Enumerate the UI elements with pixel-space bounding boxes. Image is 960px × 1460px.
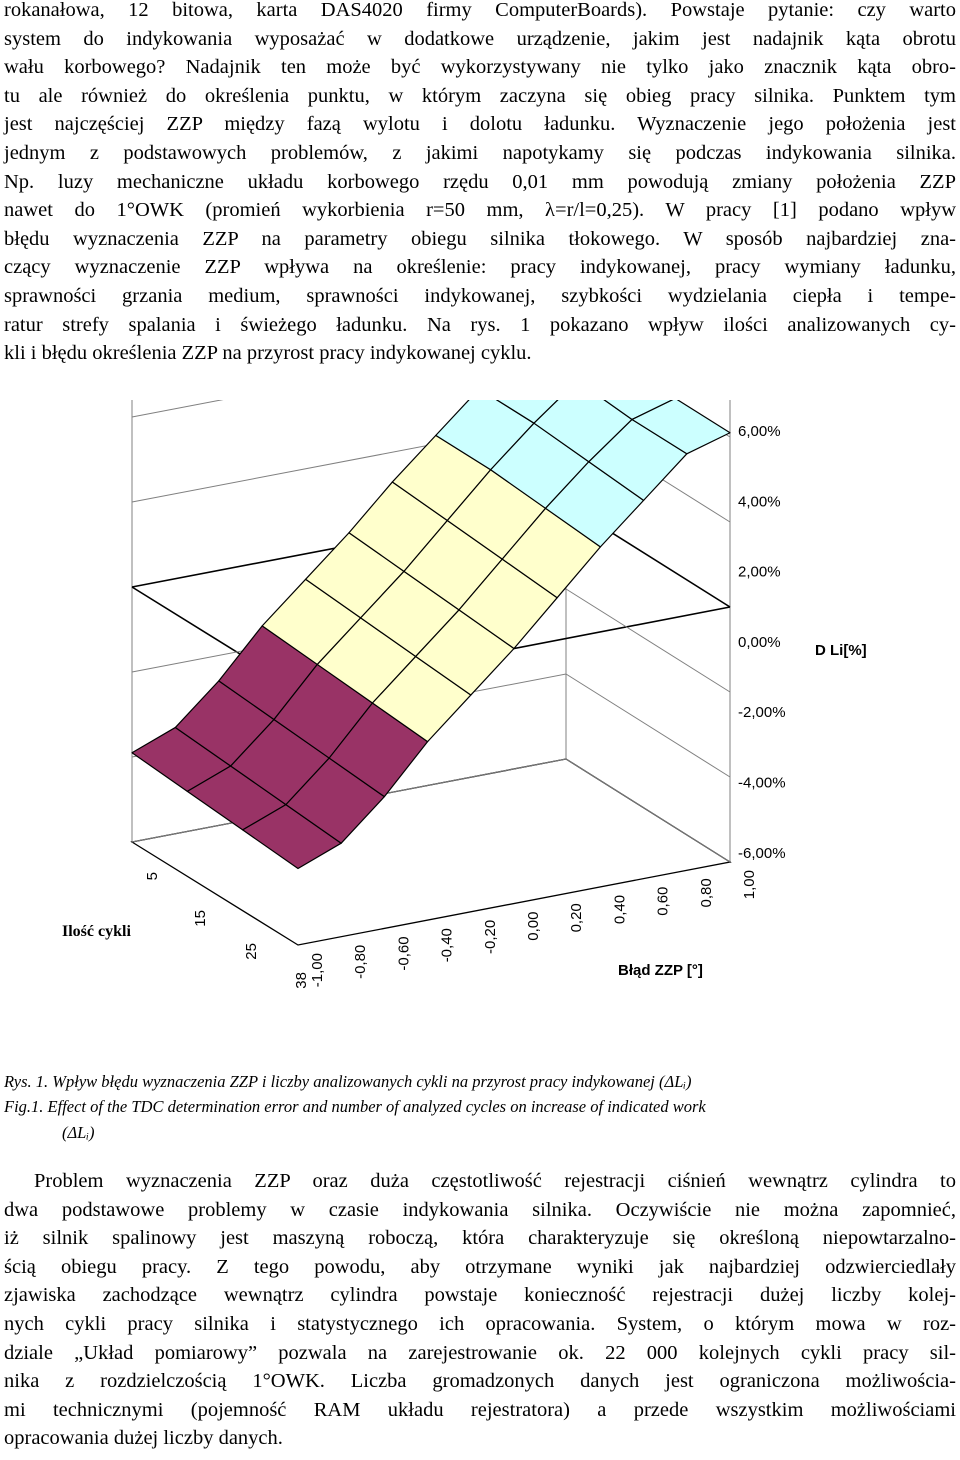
x-tick-label: 1,00 (741, 870, 758, 899)
text-line: dziale „Układ pomiarowy” pozwala na zare… (4, 1341, 956, 1364)
text-line: nych cykli pracy silnika i statystyczneg… (4, 1312, 956, 1335)
text-line: dwa podstawowe problemy w czasie indykow… (4, 1198, 956, 1221)
text-line: jest najczęściej ZZP między fazą wylotu … (4, 113, 956, 136)
surface-cell (603, 400, 674, 421)
text-line: iż silnik spalinowy jest maszyną roboczą… (4, 1227, 956, 1250)
x-tick-label: -0,80 (352, 945, 369, 979)
z-tick-label: 6,00% (738, 423, 781, 440)
text-line: błędu wyznaczenia ZZP na parametry obieg… (4, 227, 956, 250)
x-tick-label: 0,20 (568, 903, 585, 932)
z-tick-label: 2,00% (738, 564, 781, 581)
x-tick-label: -0,40 (439, 928, 456, 962)
x-tick-label: 0,00 (525, 912, 542, 941)
text-line: tu ale również do określenia punktu, w k… (4, 84, 956, 107)
text-line: jednym z podstawowych problemów, z jakim… (4, 141, 956, 164)
text-line: nawet do 1°OWK (promień wykorbienia r=50… (4, 199, 956, 222)
z-tick-label: 0,00% (738, 634, 781, 651)
figure-caption-pl: Rys. 1. Wpływ błędu wyznaczenia ZZP i li… (4, 1072, 692, 1091)
z-tick-label: -2,00% (738, 704, 786, 721)
y-axis-ticks: 5 15 25 38 (144, 872, 310, 989)
z-tick-label: -6,00% (738, 845, 786, 862)
text-line: czący wyznaczenie ZZP wpływa na określen… (4, 256, 956, 279)
chart-surface (131, 400, 731, 870)
y-tick-label: 38 (293, 972, 310, 989)
text-line: Np. luzy mechaniczne układu korbowego rz… (4, 170, 956, 193)
text-line: rokanałowa, 12 bitowa, karta DAS4020 fir… (4, 0, 956, 21)
z-tick-label: -4,00% (738, 775, 786, 792)
text-line: sprawności grzania medium, sprawności in… (4, 284, 956, 307)
text-line: nika z rozdzielczością 1°OWK. Liczba gro… (4, 1370, 956, 1393)
text-line: wału korbowego? Nadajnik ten może być wy… (4, 56, 956, 79)
x-axis-ticks: -1,00 -0,80 -0,60 -0,40 -0,20 0,00 0,20 0,40 0,6… (309, 870, 758, 987)
text-line: kli i błędu określenia ZZP na przyrost p… (4, 342, 532, 365)
y-axis-label: Ilość cykli (62, 923, 131, 940)
text-line: zjawiska zachodzące wewnątrz cylindra po… (4, 1284, 956, 1307)
x-tick-label: 0,60 (655, 887, 672, 916)
y-tick-label: 15 (192, 910, 209, 927)
x-tick-label: -0,60 (395, 936, 412, 970)
x-tick-label: -1,00 (309, 953, 326, 987)
text-line: ścią obiegu pracy. Z tego powodu, aby ot… (4, 1255, 956, 1278)
x-axis-label: Błąd ZZP [°] (618, 962, 703, 979)
z-axis-label: D Li[%] (815, 642, 867, 659)
text-line: mi technicznymi (pojemność RAM układu re… (4, 1398, 956, 1421)
paragraph-intro: rokanałowa, 12 bitowa, karta DAS4020 fir… (4, 0, 956, 368)
z-tick-label: 4,00% (738, 493, 781, 510)
text-line: Problem wyznaczenia ZZP oraz duża często… (34, 1170, 956, 1192)
paragraph-body: Problem wyznaczenia ZZP oraz duża często… (4, 1167, 956, 1453)
x-tick-label: 0,80 (698, 878, 715, 907)
text-line: ratur strefy spalania i świeżego ładunku… (4, 313, 956, 336)
figure-caption-en-cont: (ΔLᵢ) (62, 1123, 95, 1142)
x-tick-label: 0,40 (611, 895, 628, 924)
y-tick-label: 25 (243, 943, 260, 960)
x-tick-label: -0,20 (482, 920, 499, 954)
z-axis-ticks: 6,00% 4,00% 2,00% 0,00% -2,00% -4,00% -6,00% (738, 423, 786, 862)
figure-caption-en: Fig.1. Effect of the TDC determination e… (4, 1097, 706, 1116)
y-tick-label: 5 (144, 872, 161, 880)
text-line: system do indykowania wyposażać w dodatk… (4, 27, 956, 50)
text-line: opracowania dużej liczby danych. (4, 1427, 283, 1450)
surface-cell (495, 400, 559, 424)
surface-chart: 6,00% 4,00% 2,00% 0,00% -2,00% -4,00% -6,00% -… (62, 400, 867, 989)
surface-cell (631, 400, 731, 455)
